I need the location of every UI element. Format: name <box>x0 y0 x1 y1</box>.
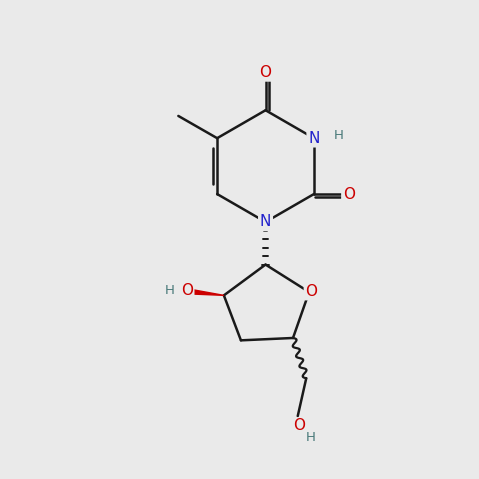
Text: O: O <box>260 65 272 80</box>
Text: H: H <box>334 129 343 142</box>
Text: N: N <box>260 215 271 229</box>
Text: O: O <box>343 186 355 202</box>
Text: O: O <box>306 284 318 298</box>
Text: H: H <box>165 284 175 297</box>
Text: N: N <box>308 131 319 146</box>
Polygon shape <box>190 289 224 296</box>
Text: O: O <box>181 283 193 298</box>
Text: H: H <box>306 431 316 444</box>
Text: O: O <box>293 419 305 433</box>
